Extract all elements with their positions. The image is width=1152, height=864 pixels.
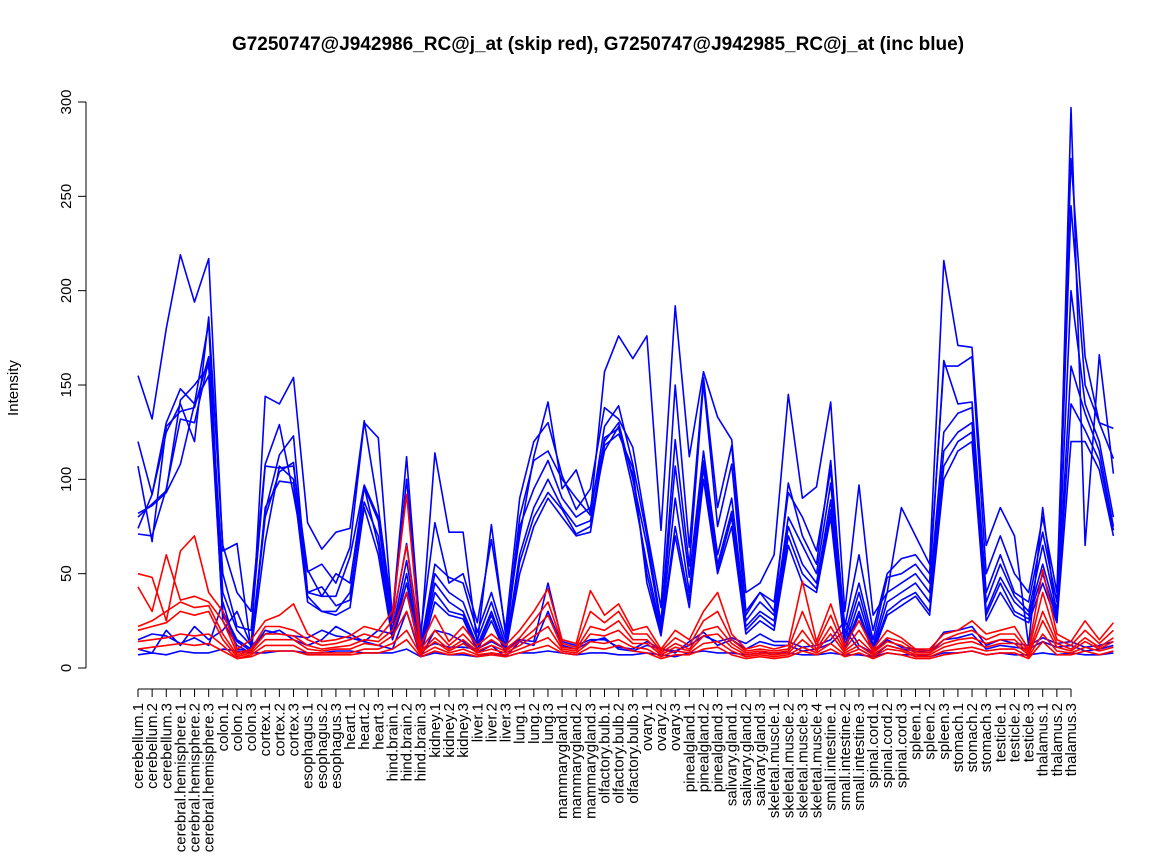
y-tick-label: 150 xyxy=(58,372,75,397)
x-tick-label: stomach.3 xyxy=(978,703,995,772)
x-tick-label: cortex.2 xyxy=(271,703,288,756)
skip-red-line-14 xyxy=(137,629,1114,660)
x-tick-label: hind.brain.3 xyxy=(413,703,430,781)
x-tick-label: salivary.gland.1 xyxy=(724,703,741,806)
x-tick-label: esophagus.1 xyxy=(300,703,317,789)
x-tick-label: heart.1 xyxy=(342,703,359,750)
x-tick-label: small.intestine.3 xyxy=(851,703,868,811)
x-tick-label: mammarygland.1 xyxy=(554,703,571,819)
x-tick-label: liver.3 xyxy=(498,703,515,742)
x-tick-label: cortex.1 xyxy=(257,703,274,756)
x-tick-label: spleen.2 xyxy=(922,703,939,760)
x-tick-label: ovary.1 xyxy=(639,703,656,751)
x-tick-label: cerebellum.3 xyxy=(158,703,175,789)
x-tick-label: pinealgland.1 xyxy=(681,703,698,792)
y-axis: 0 50 100 150 200 250 300 xyxy=(58,89,87,672)
y-tick-label: 300 xyxy=(58,89,75,114)
x-tick-label: cerebellum.1 xyxy=(130,703,147,789)
x-tick-label: skeletal.muscle.1 xyxy=(766,703,783,818)
inc-blue-line-0 xyxy=(137,106,1115,650)
x-tick-label: cortex.3 xyxy=(286,703,303,756)
x-axis: cerebellum.1cerebellum.2cerebellum.3cere… xyxy=(130,688,1080,852)
skip-red-line-15 xyxy=(137,638,1114,660)
x-tick-label: mammarygland.3 xyxy=(582,703,599,819)
inc-blue-line-8 xyxy=(137,610,1114,658)
x-tick-label: thalamus.2 xyxy=(1049,703,1066,776)
x-tick-label: small.intestine.2 xyxy=(837,703,854,811)
x-tick-label: spinal.cord.3 xyxy=(893,703,910,788)
x-tick-label: esophagus.2 xyxy=(314,703,331,789)
x-tick-label: cerebellum.2 xyxy=(144,703,161,789)
y-tick-label: 250 xyxy=(58,184,75,209)
x-tick-label: mammarygland.2 xyxy=(568,703,585,819)
y-tick-label: 200 xyxy=(58,278,75,303)
series-layer xyxy=(137,106,1115,660)
x-tick-label: testicle.2 xyxy=(1007,703,1024,762)
x-tick-label: skeletal.muscle.4 xyxy=(809,703,826,818)
x-tick-label: olfactory.bulb.3 xyxy=(625,703,642,804)
x-tick-label: liver.2 xyxy=(483,703,500,742)
x-tick-label: kidney.3 xyxy=(455,703,472,758)
y-tick-label: 100 xyxy=(58,467,75,492)
x-tick-label: spinal.cord.2 xyxy=(879,703,896,788)
x-tick-label: skeletal.muscle.3 xyxy=(794,703,811,818)
x-tick-label: thalamus.3 xyxy=(1063,703,1080,776)
x-tick-label: kidney.1 xyxy=(427,703,444,758)
x-tick-label: spleen.1 xyxy=(908,703,925,760)
x-tick-label: liver.1 xyxy=(469,703,486,742)
x-tick-label: esophagus.3 xyxy=(328,703,345,789)
x-tick-label: spinal.cord.1 xyxy=(865,703,882,788)
x-tick-label: pinealgland.3 xyxy=(710,703,727,792)
skip-red-line-10 xyxy=(137,493,1115,650)
x-tick-label: hind.brain.2 xyxy=(399,703,416,781)
x-tick-label: cerebral.hemisphere.1 xyxy=(172,703,189,852)
x-tick-label: colon.3 xyxy=(243,703,260,751)
x-tick-label: stomach.2 xyxy=(964,703,981,772)
x-tick-label: thalamus.1 xyxy=(1035,703,1052,776)
y-axis-label: Intensity xyxy=(5,360,22,416)
x-tick-label: salivary.gland.2 xyxy=(738,703,755,806)
y-tick-label: 50 xyxy=(58,565,75,582)
x-tick-label: small.intestine.1 xyxy=(823,703,840,811)
skip-red-line-11 xyxy=(137,544,1114,654)
skip-red-line-12 xyxy=(137,591,1114,656)
x-tick-label: colon.1 xyxy=(215,703,232,751)
x-tick-label: heart.3 xyxy=(370,703,387,750)
x-tick-label: salivary.gland.3 xyxy=(752,703,769,806)
inc-blue-line-9 xyxy=(137,648,1114,658)
x-tick-label: testicle.3 xyxy=(1021,703,1038,762)
x-tick-label: cerebral.hemisphere.3 xyxy=(201,703,218,852)
x-tick-label: ovary.2 xyxy=(653,703,670,751)
x-tick-label: ovary.3 xyxy=(667,703,684,751)
x-tick-label: cerebral.hemisphere.2 xyxy=(187,703,204,852)
x-tick-label: spleen.3 xyxy=(936,703,953,760)
x-tick-label: lung.1 xyxy=(512,703,529,744)
x-tick-label: colon.2 xyxy=(229,703,246,751)
x-tick-label: pinealgland.2 xyxy=(696,703,713,792)
x-tick-label: olfactory.bulb.1 xyxy=(597,703,614,804)
chart-title: G7250747@J942986_RC@j_at (skip red), G72… xyxy=(232,34,964,55)
y-tick-label: 0 xyxy=(58,664,75,672)
x-tick-label: lung.2 xyxy=(526,703,543,744)
x-tick-label: stomach.1 xyxy=(950,703,967,772)
x-tick-label: hind.brain.1 xyxy=(385,703,402,781)
x-tick-label: skeletal.muscle.2 xyxy=(780,703,797,818)
x-tick-label: olfactory.bulb.2 xyxy=(611,703,628,804)
x-tick-label: testicle.1 xyxy=(992,703,1009,762)
inc-blue-line-6 xyxy=(137,359,1115,656)
x-tick-label: kidney.2 xyxy=(441,703,458,758)
inc-blue-line-4 xyxy=(137,321,1115,654)
x-tick-label: heart.2 xyxy=(356,703,373,750)
skip-red-line-13 xyxy=(137,610,1114,658)
x-tick-label: lung.3 xyxy=(540,703,557,744)
